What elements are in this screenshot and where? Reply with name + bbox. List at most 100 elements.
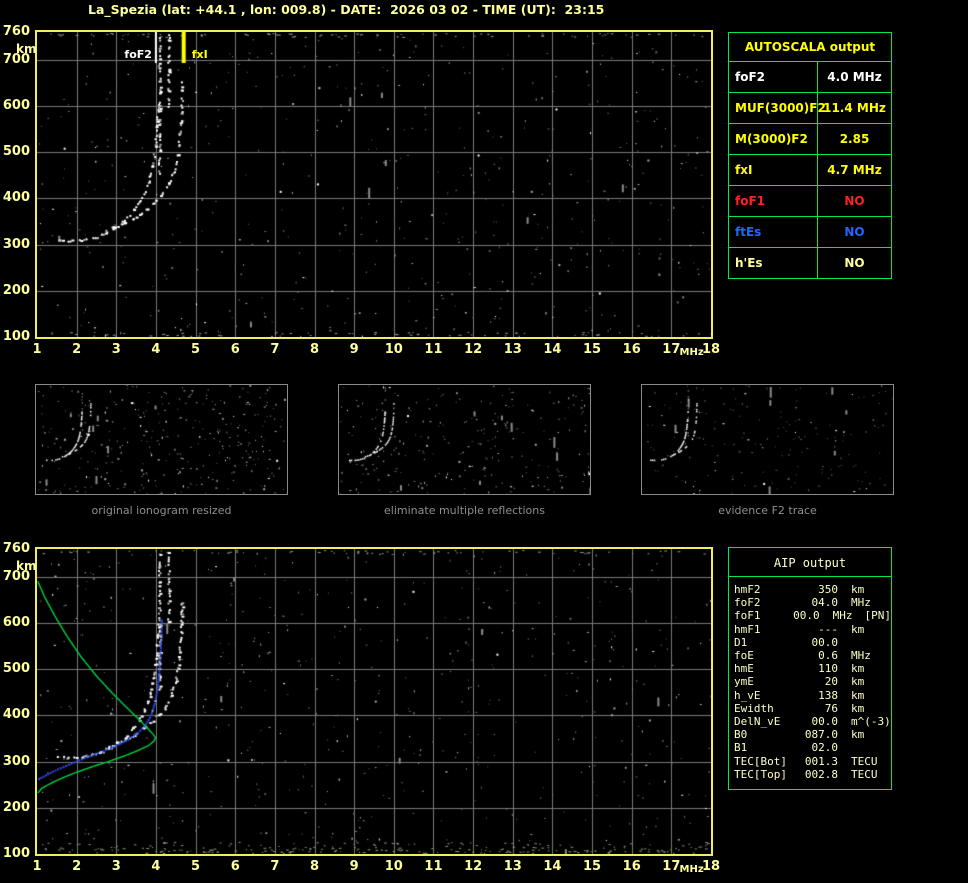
x-tick-label: 16 <box>622 859 641 874</box>
thumbnail-evidence-f2-trace <box>641 384 894 495</box>
aip-row-yme: ymE 20 km <box>729 675 891 688</box>
autoscala-row-hes: h'Es NO <box>729 248 891 278</box>
profile-ionogram-panel <box>35 547 713 856</box>
x-tick-label: 3 <box>111 859 121 874</box>
x-tick-label: 5 <box>191 859 201 874</box>
x-tick-label: 7 <box>270 859 280 874</box>
x-tick-label: 9 <box>349 859 359 874</box>
x-tick-label: 18 <box>701 342 721 357</box>
x-tick-label: 8 <box>309 342 320 357</box>
aip-value: 00.0 <box>811 715 839 729</box>
aip-value: 110 <box>818 662 838 676</box>
aip-row-b0: B0 087.0 km <box>729 728 891 741</box>
row-label: MUF(3000)F2 <box>729 93 826 123</box>
autoscala-row-ftes: ftEs NO <box>729 217 891 248</box>
aip-row-hmf2: hmF2 350 km <box>729 583 891 596</box>
y-axis-unit-label: km <box>16 42 37 56</box>
x-tick-label: 14 <box>543 342 562 357</box>
aip-unit: km <box>851 662 865 676</box>
y-tick-label: 700 <box>2 568 30 584</box>
x-tick-label: 5 <box>191 342 201 357</box>
x-tick-label: 17 <box>662 342 681 357</box>
aip-unit: km <box>851 688 865 702</box>
row-label: fxI <box>729 155 818 185</box>
aip-row-b1: B1 02.0 <box>729 741 891 754</box>
aip-label: hmF2 <box>734 583 761 596</box>
autoscala-row-fof2: foF2 4.0 MHz <box>729 62 891 93</box>
x-tick-label: 1 <box>32 342 42 357</box>
row-label: M(3000)F2 <box>729 124 818 154</box>
aip-label: DelN_vE <box>734 715 781 729</box>
aip-unit: MHz <box>851 649 871 663</box>
aip-value: 00.0 <box>811 635 839 649</box>
thumbnail-original-ionogram <box>35 384 288 495</box>
y-tick-label: 600 <box>2 614 30 630</box>
x-tick-label: 1 <box>32 859 42 874</box>
aip-value: 76 <box>824 701 838 715</box>
aip-label: Ewidth <box>734 701 774 715</box>
row-value: NO <box>844 256 865 270</box>
main-ionogram-canvas <box>37 32 711 337</box>
aip-label: ymE <box>734 675 754 689</box>
x-tick-label: 4 <box>151 342 161 357</box>
aip-value: 00.0 <box>793 609 820 623</box>
aip-row-d1: D1 00.0 <box>729 636 891 649</box>
x-axis-unit-label: MHz <box>679 864 704 875</box>
thumbnail-caption: evidence F2 trace <box>718 504 817 517</box>
y-tick-label: 760 <box>2 541 30 556</box>
aip-unit: TECU <box>851 754 878 768</box>
y-tick-label: 300 <box>2 236 30 252</box>
aip-label: hmF1 <box>734 622 761 636</box>
row-label: foF2 <box>729 62 818 92</box>
aip-label: B1 <box>734 741 748 755</box>
x-tick-label: 12 <box>464 859 483 874</box>
autoscala-row-muf3000f2: MUF(3000)F2 11.4 MHz <box>729 93 891 124</box>
y-tick-label: 760 <box>2 24 30 39</box>
aip-row-hve: h_vE 138 km <box>729 689 891 702</box>
x-tick-label: 4 <box>151 859 161 874</box>
x-tick-label: 12 <box>464 342 483 357</box>
x-tick-label: 6 <box>230 859 240 874</box>
row-value: NO <box>844 225 865 239</box>
y-tick-label: 500 <box>2 661 30 677</box>
aip-label: h_vE <box>734 688 761 702</box>
aip-row-fof2: foF2 04.0 MHz <box>729 596 891 609</box>
aip-value: 0.6 <box>818 649 838 663</box>
y-tick-label: 100 <box>2 846 30 861</box>
aip-label: B0 <box>734 728 748 742</box>
thumbnail-caption: eliminate multiple reflections <box>384 504 545 517</box>
thumbnail-caption: original ionogram resized <box>91 504 232 517</box>
aip-row-hmf1: hmF1 --- km <box>729 623 891 636</box>
aip-label: hmE <box>734 662 754 676</box>
row-label: foF1 <box>729 186 818 216</box>
y-axis-unit-label: km <box>16 559 37 573</box>
aip-row-fof1: foF1 00.0 MHz [PN] <box>729 609 891 622</box>
aip-value: 002.8 <box>804 767 838 781</box>
profile-ionogram-canvas <box>37 549 711 854</box>
aip-table-header: AIP output <box>729 548 891 577</box>
aip-note: [PN] <box>864 609 892 623</box>
page-title: La_Spezia (lat: +44.1 , lon: 009.8) - DA… <box>88 2 605 17</box>
x-tick-label: 11 <box>424 859 443 874</box>
x-tick-label: 7 <box>270 342 280 357</box>
aip-row-foe: foE 0.6 MHz <box>729 649 891 662</box>
aip-label: TEC[Top] <box>734 767 787 781</box>
x-tick-label: 10 <box>384 859 403 874</box>
y-tick-label: 200 <box>2 282 30 298</box>
x-tick-label: 8 <box>309 859 320 874</box>
x-tick-label: 3 <box>111 342 121 357</box>
row-value: 4.0 MHz <box>827 70 882 84</box>
x-tick-label: 2 <box>72 342 82 357</box>
fof2-marker-label: foF2 <box>124 48 152 61</box>
aip-value: 02.0 <box>811 741 839 755</box>
y-tick-label: 100 <box>2 329 30 344</box>
x-tick-label: 14 <box>543 859 562 874</box>
x-tick-label: 18 <box>701 859 721 874</box>
aip-row-ewidth: Ewidth 76 km <box>729 702 891 715</box>
y-tick-label: 200 <box>2 799 30 815</box>
y-tick-label: 400 <box>2 707 30 723</box>
aip-value: 04.0 <box>811 596 839 610</box>
aip-row-tecbot: TEC[Bot] 001.3 TECU <box>729 755 891 768</box>
aip-unit: TECU <box>851 767 878 781</box>
y-tick-label: 300 <box>2 753 30 769</box>
